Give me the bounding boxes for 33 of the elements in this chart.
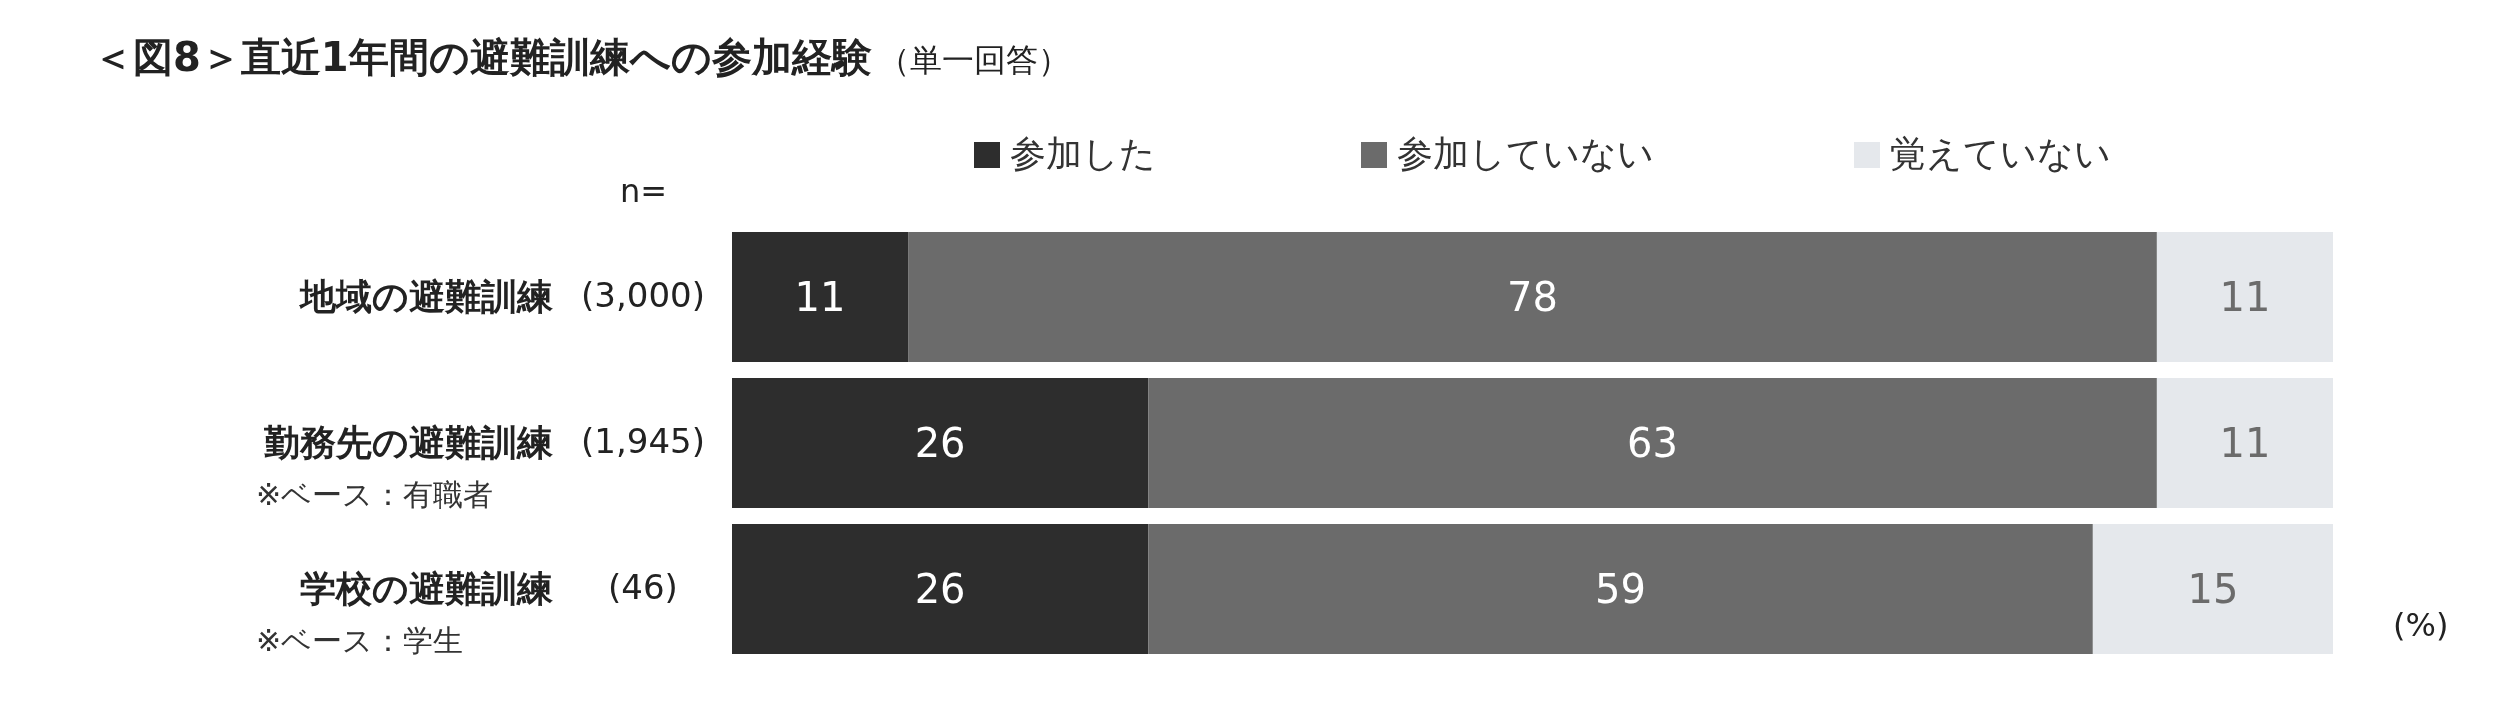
bar: [1148, 524, 2093, 655]
text: ※ベース：有職者: [256, 476, 494, 514]
bar: [732, 378, 1149, 509]
bar: [2156, 232, 2333, 363]
data-label: 26: [914, 420, 966, 467]
bar: [2092, 524, 2333, 655]
text: (46): [607, 567, 679, 607]
y-tick-label: 学校の避難訓練: [300, 567, 553, 611]
chart-title: ＜図8＞直近1年間の避難訓練への参加経験: [93, 34, 872, 80]
text: ※ベース：学生: [256, 622, 464, 660]
y-tick-label: 勤務先の避難訓練: [264, 421, 553, 465]
data-label: 59: [1595, 566, 1647, 613]
data-label: 11: [2219, 274, 2271, 321]
text: (3,000): [580, 275, 706, 315]
y-tick-label: 地域の避難訓練: [300, 275, 553, 319]
data-label: 11: [794, 274, 846, 321]
text: (1,945): [580, 421, 706, 461]
data-label: 15: [2187, 566, 2239, 613]
legend-label: 覚えていない: [1890, 132, 2111, 176]
legend-label: 参加していない: [1397, 132, 1654, 176]
bar: [1148, 378, 2157, 509]
bar: [908, 232, 2157, 363]
chart-subtitle: （単一回答）: [877, 41, 1070, 79]
data-label: 26: [914, 566, 966, 613]
bar: [732, 524, 1149, 655]
bar: [732, 232, 909, 363]
text: n=: [620, 172, 668, 210]
bar: [2156, 378, 2333, 509]
data-label: 78: [1507, 274, 1558, 321]
data-label: 63: [1627, 420, 1679, 467]
data-label: 11: [2219, 420, 2271, 467]
text: (%): [2393, 606, 2449, 644]
legend-label: 参加した: [1010, 132, 1156, 176]
